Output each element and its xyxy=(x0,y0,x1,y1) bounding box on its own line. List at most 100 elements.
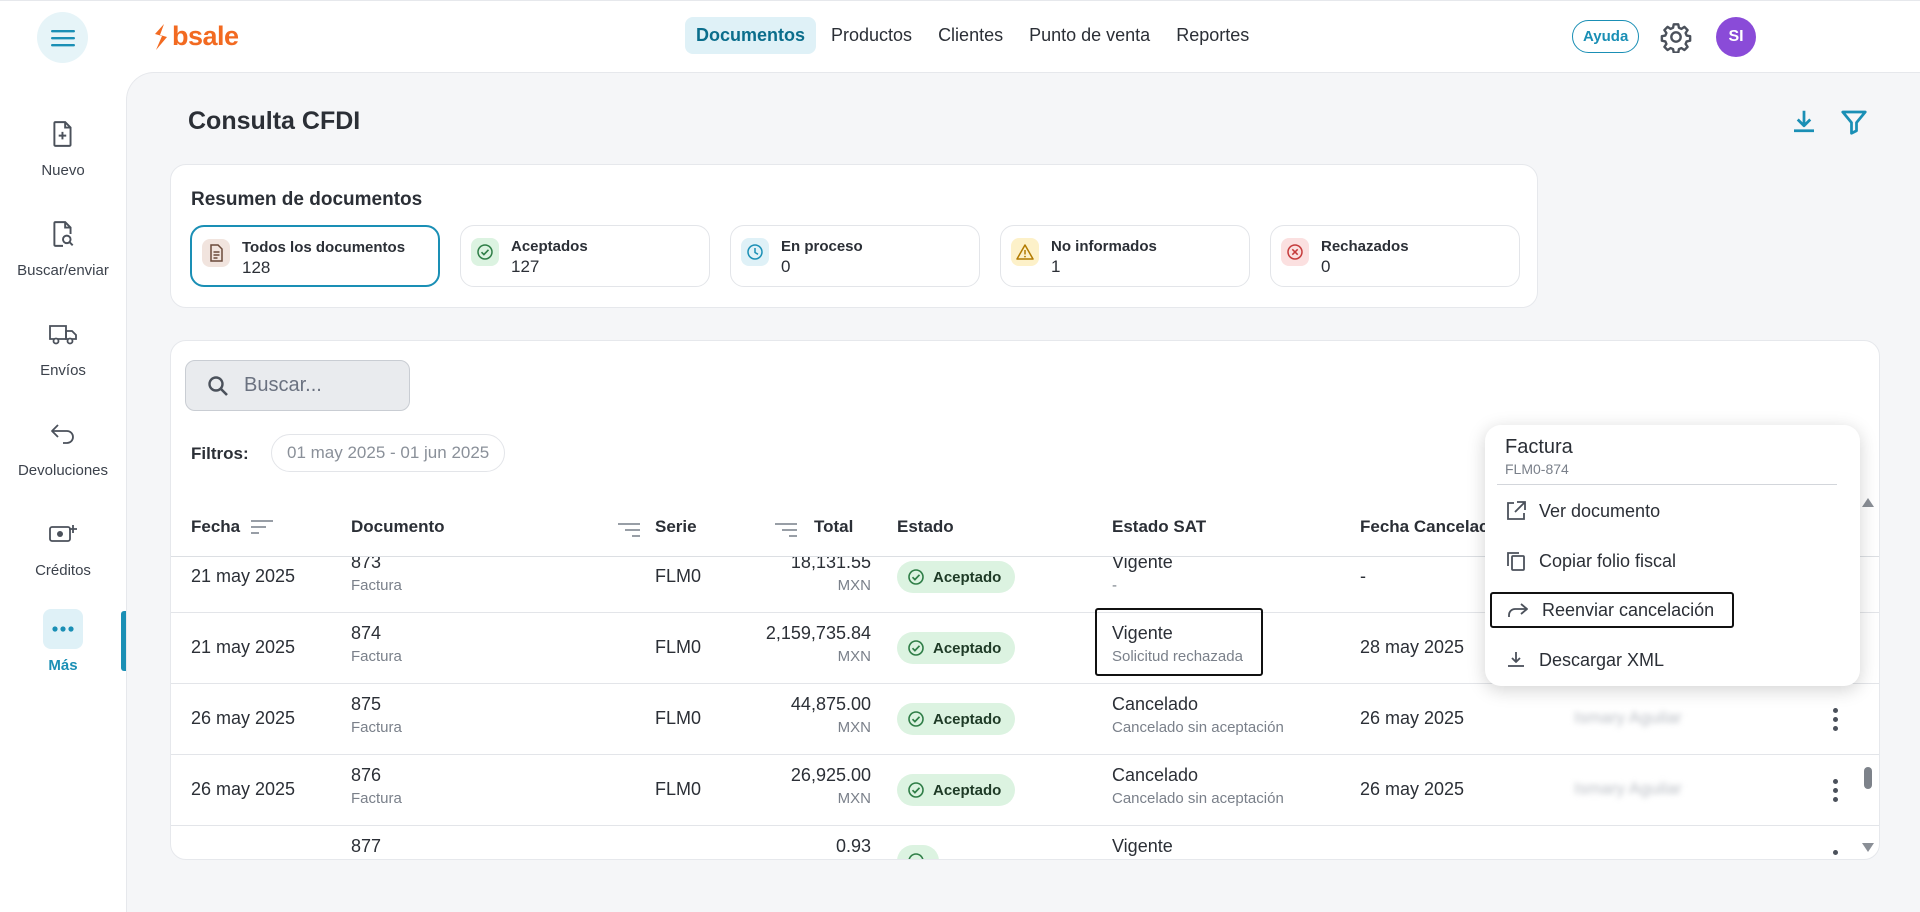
sidebar-item-devoluciones[interactable]: Devoluciones xyxy=(0,414,126,479)
table-row[interactable]: 26 may 2025 875 Factura FLM0 44,875.00 MXN… xyxy=(171,684,1879,755)
header-divider xyxy=(171,556,1879,557)
stat-no-informados[interactable]: No informados 1 xyxy=(1000,225,1250,287)
table-row[interactable]: 26 may 2025 876 Factura FLM0 26,925.00 MXN… xyxy=(171,755,1879,826)
sidebar-item-buscar-enviar[interactable]: Buscar/enviar xyxy=(0,214,126,279)
stat-label: Aceptados xyxy=(511,238,588,255)
page-title: Consulta CFDI xyxy=(188,107,361,135)
hamburger-icon xyxy=(50,29,75,46)
total-amount: 18,131.55 xyxy=(790,557,871,572)
help-button[interactable]: Ayuda xyxy=(1572,20,1640,53)
scroll-down-arrow[interactable] xyxy=(1862,843,1874,852)
menu-title: Factura xyxy=(1505,436,1573,458)
nav-clientes[interactable]: Clientes xyxy=(938,25,1004,45)
sidebar-item-label: Buscar/enviar xyxy=(17,262,109,279)
check-circle-icon xyxy=(908,569,924,585)
doc-type: Factura xyxy=(351,790,402,807)
nav-productos[interactable]: Productos xyxy=(831,25,913,45)
hamburger-menu-button[interactable] xyxy=(37,12,88,63)
cell-estado-sat: Vigente Solicitud rechazada xyxy=(1112,623,1243,665)
cell-estado-sat: Cancelado Cancelado sin aceptación xyxy=(1112,765,1284,807)
total-amount: 44,875.00 xyxy=(790,694,871,714)
stat-count: 127 xyxy=(511,257,540,276)
date-range-filter[interactable]: 01 may 2025 - 01 jun 2025 xyxy=(271,434,506,472)
stat-count: 0 xyxy=(781,257,791,276)
menu-item-ver-documento[interactable]: Ver documento xyxy=(1505,493,1660,529)
col-documento[interactable]: Documento xyxy=(351,517,445,537)
table-row[interactable]: 21 may 2025 874 Factura FLM0 2,159,735.84… xyxy=(171,613,1879,684)
sidebar-item-creditos[interactable]: Créditos xyxy=(0,514,126,579)
user-avatar[interactable]: SI xyxy=(1716,17,1756,57)
menu-item-descargar-xml[interactable]: Descargar XML xyxy=(1505,642,1664,678)
scrollbar-thumb[interactable] xyxy=(1864,767,1872,789)
col-estado[interactable]: Estado xyxy=(897,517,954,537)
kebab-dot-icon xyxy=(1832,858,1838,859)
cell-documento: 874 Factura xyxy=(351,623,402,665)
sat-detail: - xyxy=(1112,577,1117,594)
sat-status: Vigente xyxy=(1112,836,1173,856)
stat-en-proceso[interactable]: En proceso 0 xyxy=(730,225,980,287)
menu-item-copiar-folio[interactable]: Copiar folio fiscal xyxy=(1505,543,1676,579)
warning-icon xyxy=(1011,238,1039,266)
menu-item-label: Descargar XML xyxy=(1539,649,1665,670)
stat-rechazados[interactable]: Rechazados 0 xyxy=(1270,225,1520,287)
scroll-up-arrow[interactable] xyxy=(1862,498,1874,507)
brand-logo[interactable]: bsale xyxy=(152,21,239,52)
sat-status: Cancelado xyxy=(1112,765,1199,785)
menu-divider xyxy=(1497,484,1837,485)
col-fecha[interactable]: Fecha xyxy=(191,517,274,537)
total-amount: 2,159,735.84 xyxy=(765,623,871,643)
search-box[interactable] xyxy=(185,360,410,411)
check-circle-icon xyxy=(908,711,924,727)
col-serie-label: Serie xyxy=(655,517,697,536)
sidebar-item-nuevo[interactable]: Nuevo xyxy=(0,114,126,179)
stat-todos[interactable]: Todos los documentos 128 xyxy=(190,225,440,287)
nav-punto-de-venta[interactable]: Punto de venta xyxy=(1029,25,1151,45)
doc-number: 875 xyxy=(351,694,382,714)
cell-total: 44,875.00 MXN xyxy=(691,694,871,736)
external-link-icon xyxy=(1507,501,1526,520)
sat-detail: Cancelado sin aceptación xyxy=(1112,719,1284,736)
nav-reportes[interactable]: Reportes xyxy=(1176,25,1250,45)
row-actions-button[interactable] xyxy=(1825,847,1845,859)
stat-aceptados[interactable]: Aceptados 127 xyxy=(460,225,710,287)
doc-type: Factura xyxy=(351,648,402,665)
check-circle-icon xyxy=(908,640,924,656)
download-button[interactable] xyxy=(1789,107,1819,137)
return-arrow-icon xyxy=(51,424,74,444)
cell-documento: 877 xyxy=(351,836,381,857)
col-total[interactable]: Total xyxy=(814,517,853,537)
cell-estado-sat: Cancelado Cancelado sin aceptación xyxy=(1112,694,1284,736)
col-serie[interactable]: Serie xyxy=(655,517,697,537)
col-fecha-cancelacion[interactable]: Fecha Cancelac xyxy=(1360,517,1489,537)
search-input[interactable] xyxy=(244,374,394,397)
cell-total: 18,131.55 MXN xyxy=(691,557,871,594)
sidebar-item-label: Créditos xyxy=(35,562,91,579)
cell-total: 0.93 xyxy=(691,836,871,857)
table-row[interactable]: 21 may 2025 873 Factura FLM0 18,131.55 MXN… xyxy=(171,557,1879,613)
status-badge: Aceptado xyxy=(897,703,1016,735)
sidebar-item-envios[interactable]: Envíos xyxy=(0,314,126,379)
cell-total: 26,925.00 MXN xyxy=(691,765,871,807)
cell-fecha: 26 may 2025 xyxy=(191,779,296,799)
row-actions-button[interactable] xyxy=(1825,776,1845,804)
sidebar-item-label: Devoluciones xyxy=(17,462,109,479)
summary-title: Resumen de documentos xyxy=(191,189,423,210)
kebab-dot-icon xyxy=(1832,778,1838,784)
search-icon xyxy=(208,375,228,396)
stat-label: En proceso xyxy=(781,238,863,255)
sidebar-item-mas[interactable]: Más xyxy=(0,609,126,674)
table-row[interactable]: 877 0.93 Vigente xyxy=(171,826,1879,859)
menu-item-reenviar-cancelacion[interactable]: Reenviar cancelación xyxy=(1490,592,1734,628)
sort-icon[interactable] xyxy=(617,521,641,539)
status-badge: Aceptado xyxy=(897,632,1016,664)
top-bar: bsale Documentos Productos Clientes Punt… xyxy=(0,0,1920,72)
sort-icon[interactable] xyxy=(774,521,798,539)
doc-type: Factura xyxy=(351,577,402,594)
row-actions-button[interactable] xyxy=(1825,705,1845,733)
nav-documentos[interactable]: Documentos xyxy=(685,17,817,54)
filter-button[interactable] xyxy=(1839,107,1869,137)
sat-detail: Cancelado sin aceptación xyxy=(1112,790,1284,807)
col-estado-sat[interactable]: Estado SAT xyxy=(1112,517,1206,537)
sidebar-item-label: Nuevo xyxy=(41,162,85,179)
settings-button[interactable] xyxy=(1660,21,1692,54)
